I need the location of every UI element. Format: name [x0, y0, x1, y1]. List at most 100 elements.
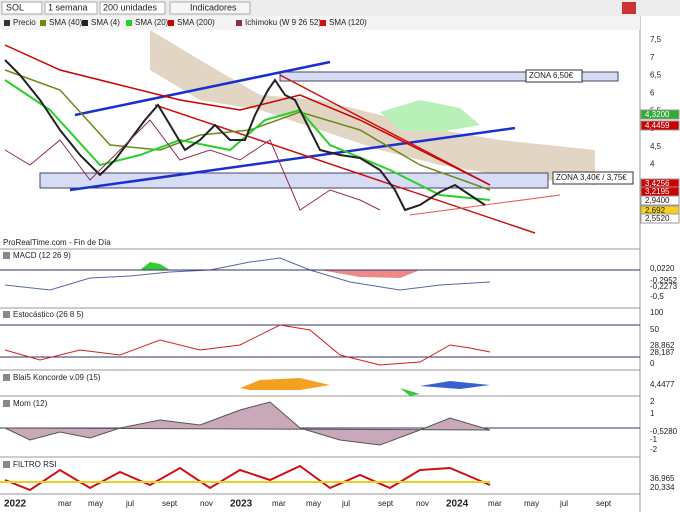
zone-label: ZONA 3,40€ / 3,75€ — [556, 173, 627, 182]
panel-axis-label: -0,5 — [650, 292, 664, 301]
panel-title: Mom (12) — [13, 399, 48, 408]
price-tag — [640, 195, 680, 206]
x-axis-label: sept — [378, 499, 394, 508]
panel-icon — [3, 252, 10, 259]
panel-icon — [3, 400, 10, 407]
trend-line — [69, 126, 516, 192]
panel-icon — [3, 374, 10, 381]
panel-axis-label: 1 — [650, 409, 655, 418]
price-tag-label: 2,692 — [645, 206, 666, 215]
panel-title: FILTRO RSI — [13, 460, 56, 469]
x-axis-label: may — [306, 499, 321, 508]
panel-axis-label: -2 — [650, 445, 658, 454]
price-tag-label: 3,4256 — [645, 179, 670, 188]
macd-line — [4, 257, 491, 291]
koncorde-area — [240, 378, 330, 390]
x-axis-label: jul — [341, 499, 350, 508]
legend-entry: SMA (200) — [177, 18, 215, 27]
panel-icon — [3, 311, 10, 318]
x-axis-label: mar — [488, 499, 502, 508]
x-axis-label: may — [88, 499, 103, 508]
legend-entry: Ichimoku (W 9 26 52) — [245, 18, 321, 27]
units[interactable]: 200 unidades — [103, 2, 158, 12]
panel-axis-label: 20,334 — [650, 483, 675, 492]
units-box[interactable] — [99, 1, 166, 15]
period-box[interactable] — [44, 1, 98, 15]
channel-line — [154, 104, 536, 234]
legend-swatch — [40, 20, 46, 26]
legend-entry: SMA (120) — [329, 18, 367, 27]
momentum — [4, 401, 491, 446]
sma-200 — [4, 44, 491, 186]
price-tag — [640, 120, 680, 131]
legend-swatch — [168, 20, 174, 26]
legend-swatch — [126, 20, 132, 26]
panel-axis-label: -1 — [650, 435, 658, 444]
price-candles — [4, 59, 486, 212]
rsi-filter — [4, 464, 491, 492]
legend-entry: SMA (4) — [91, 18, 120, 27]
legend-swatch — [236, 20, 242, 26]
zone-high — [279, 71, 619, 82]
x-axis-label: nov — [416, 499, 429, 508]
legend-entry: SMA (40) — [49, 18, 83, 27]
indicators-button[interactable] — [169, 1, 251, 15]
symbol-box[interactable] — [1, 1, 43, 15]
indicators[interactable]: Indicadores — [190, 2, 237, 12]
panel-axis-label: -0,2273 — [650, 282, 678, 291]
x-axis-label: sept — [596, 499, 612, 508]
stochastic — [4, 324, 491, 366]
price-tag — [640, 213, 680, 224]
panel-axis-label: 4,4477 — [650, 380, 675, 389]
panel-axis-label: 36,965 — [650, 474, 675, 483]
sma-40 — [4, 69, 491, 191]
koncorde-area — [420, 381, 490, 389]
x-axis-label: nov — [200, 499, 213, 508]
ichimoku-chikou — [4, 119, 381, 211]
legend-swatch — [320, 20, 326, 26]
price-tag — [640, 109, 680, 120]
settings-icon[interactable] — [622, 2, 636, 14]
zone-label: ZONA 6,50€ — [529, 71, 574, 80]
panel-axis-label: -0,2952 — [650, 276, 678, 285]
price-axis-label: 6 — [650, 89, 655, 98]
zone-label-box — [525, 69, 583, 83]
price-tag-label: 4,3200 — [645, 110, 670, 119]
legend-entry: Precio — [13, 18, 36, 27]
macd-histogram — [320, 270, 420, 278]
legend-entry: SMA (20) — [135, 18, 169, 27]
koncorde-area — [400, 388, 420, 396]
macd-histogram — [140, 262, 170, 270]
panel-axis-label: 50 — [650, 325, 659, 334]
panel-axis-label: 2 — [650, 397, 655, 406]
trend-line — [74, 60, 331, 117]
period[interactable]: 1 semana — [48, 2, 88, 12]
legend-swatch — [82, 20, 88, 26]
price-tag-label: 2,5520 — [645, 214, 670, 223]
x-axis-label: mar — [272, 499, 286, 508]
symbol[interactable]: SOL — [6, 2, 24, 12]
zone-label-box — [552, 171, 634, 185]
price-tag-label: 4,4459 — [645, 121, 670, 130]
price-tag-label: 3,2195 — [645, 187, 670, 196]
panel-axis-label: 28,862 — [650, 341, 675, 350]
legend-swatch — [4, 20, 10, 26]
panel-title: Estocástico (26 8 5) — [13, 310, 84, 319]
price-axis-label: 4,5 — [650, 142, 662, 151]
panel-axis-label: 28,187 — [650, 348, 675, 357]
x-axis-label: may — [524, 499, 539, 508]
panel-title: MACD (12 26 9) — [13, 251, 71, 260]
x-axis-label: mar — [58, 499, 72, 508]
panel-title: Blai5 Koncorde v.09 (15) — [13, 373, 101, 382]
source-label: ProRealTime.com - Fin de Día — [3, 238, 111, 247]
panel-axis-label: 0,0220 — [650, 264, 675, 273]
price-axis-label: 4 — [650, 160, 655, 169]
price-axis-label: 7 — [650, 53, 655, 62]
ichimoku-green — [380, 100, 480, 132]
x-axis-label: 2024 — [446, 499, 469, 510]
panel-axis-label: 100 — [650, 308, 664, 317]
x-axis-label: 2023 — [230, 499, 253, 510]
x-axis-label: jul — [125, 499, 134, 508]
price-axis-label: 7,5 — [650, 35, 662, 44]
